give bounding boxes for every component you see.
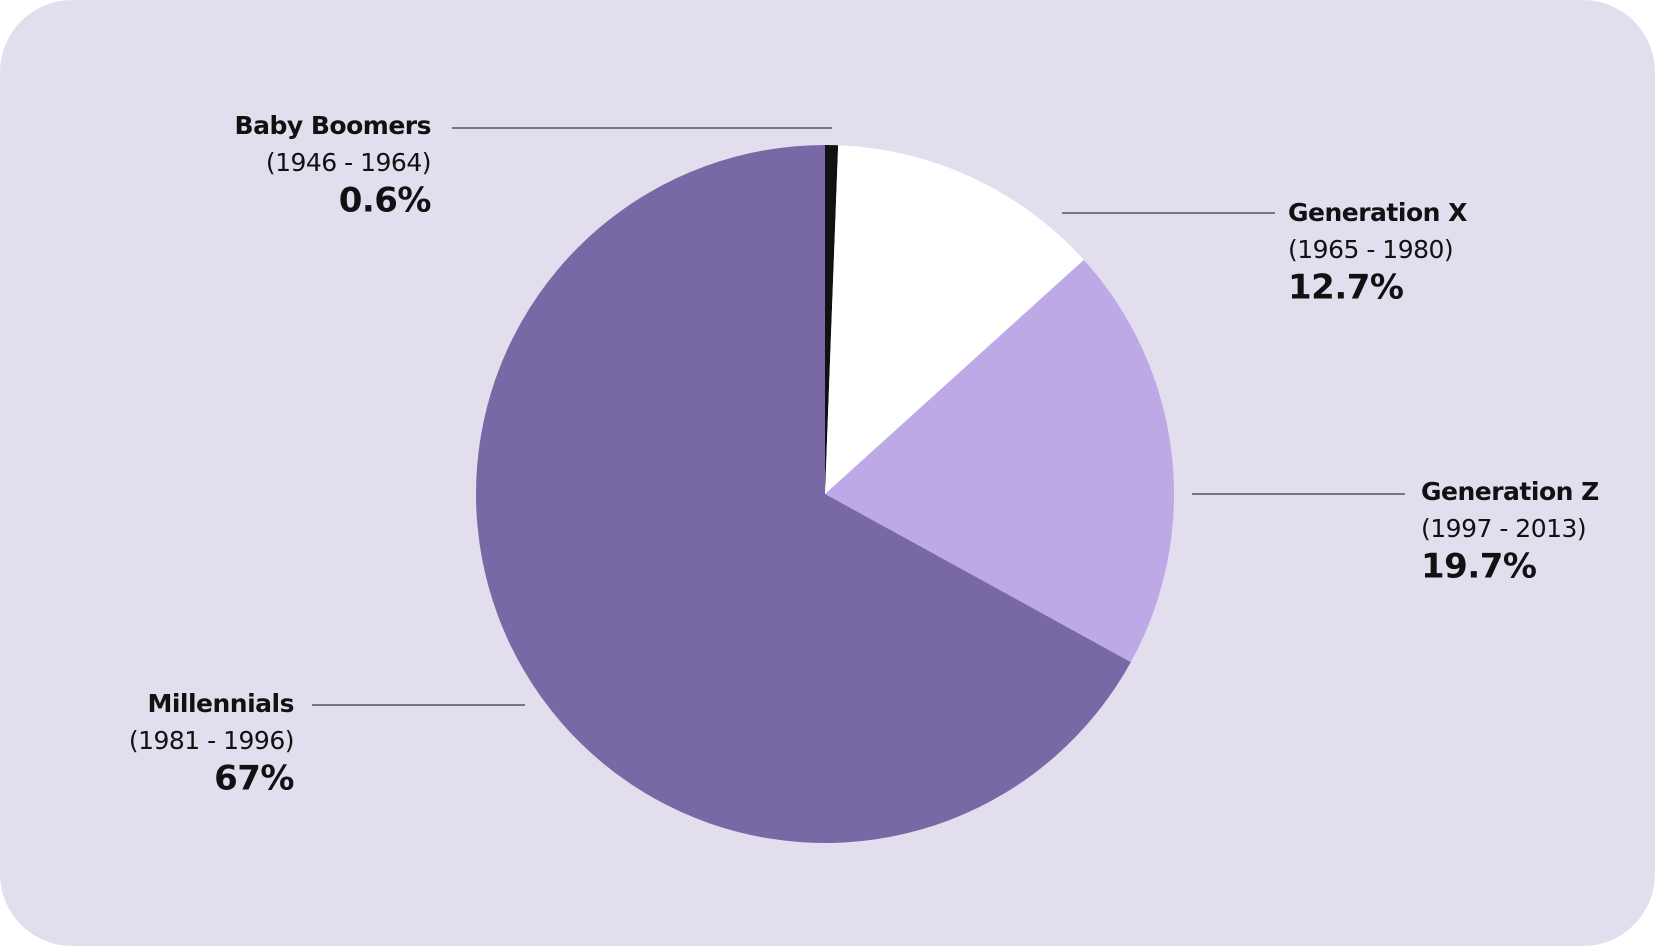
pie-slice xyxy=(475,145,1131,844)
years-label: (1946 - 1964) xyxy=(266,148,431,177)
value-label: 0.6% xyxy=(339,181,431,221)
category-label: Baby Boomers xyxy=(235,111,431,140)
category-label: Generation Z xyxy=(1421,477,1599,506)
pie-slice xyxy=(825,145,1084,494)
category-label: Generation X xyxy=(1288,198,1467,227)
value-label: 12.7% xyxy=(1288,268,1403,308)
years-label: (1981 - 1996) xyxy=(129,726,294,755)
value-label: 67% xyxy=(214,759,294,799)
years-label: (1965 - 1980) xyxy=(1288,235,1453,264)
years-label: (1997 - 2013) xyxy=(1421,514,1586,543)
pie-slice xyxy=(825,145,839,494)
category-label: Millennials xyxy=(147,689,294,718)
value-label: 19.7% xyxy=(1421,547,1536,587)
pie-slice xyxy=(825,259,1175,663)
